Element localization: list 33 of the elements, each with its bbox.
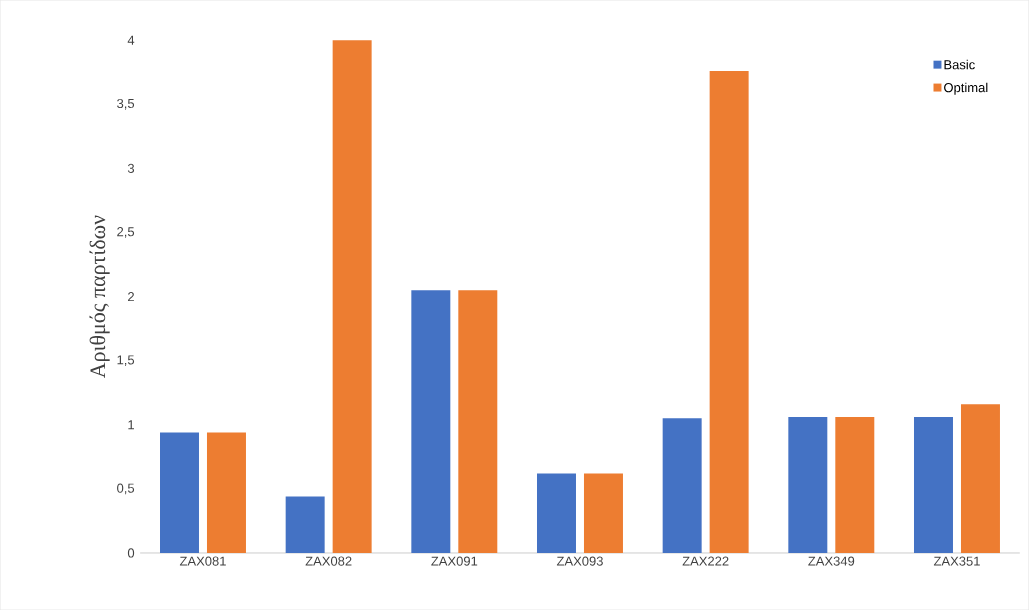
bar xyxy=(914,417,953,553)
bar xyxy=(835,417,875,553)
bar xyxy=(960,404,1000,553)
bar xyxy=(788,417,828,553)
x-tick-label: ZAX222 xyxy=(682,556,729,566)
bar xyxy=(662,418,702,553)
bar xyxy=(458,290,498,553)
y-tick-label: 4 xyxy=(127,35,135,45)
bar xyxy=(206,432,246,553)
y-tick-label: 1 xyxy=(128,420,134,430)
x-tick-label: ZAX082 xyxy=(305,556,352,566)
y-axis-title: Αριθμός παρτίδων xyxy=(89,215,110,378)
x-tick-label: ZAX081 xyxy=(179,556,226,566)
y-tick-label: 3,5 xyxy=(117,98,135,110)
legend-label: Basic xyxy=(944,59,975,70)
y-tick-label: 2,5 xyxy=(117,227,135,238)
x-tick-label: ZAX349 xyxy=(808,556,855,566)
x-tick-label: ZAX093 xyxy=(556,556,603,566)
y-tick-label: 3 xyxy=(127,163,135,173)
x-tick-label: ZAX091 xyxy=(431,556,478,566)
bar xyxy=(332,40,372,553)
legend-label: Optimal xyxy=(944,82,988,95)
bar xyxy=(537,473,576,553)
bar xyxy=(285,496,325,553)
y-tick-label: 1,5 xyxy=(117,355,135,366)
y-tick-label: 2 xyxy=(128,291,134,302)
y-tick-label: 0 xyxy=(127,548,135,558)
bar xyxy=(160,432,199,553)
y-tick-label: 0,5 xyxy=(117,483,135,495)
x-tick-label: ZAX351 xyxy=(933,556,980,566)
bar xyxy=(411,290,451,553)
bar xyxy=(709,70,749,553)
bar xyxy=(583,473,623,553)
